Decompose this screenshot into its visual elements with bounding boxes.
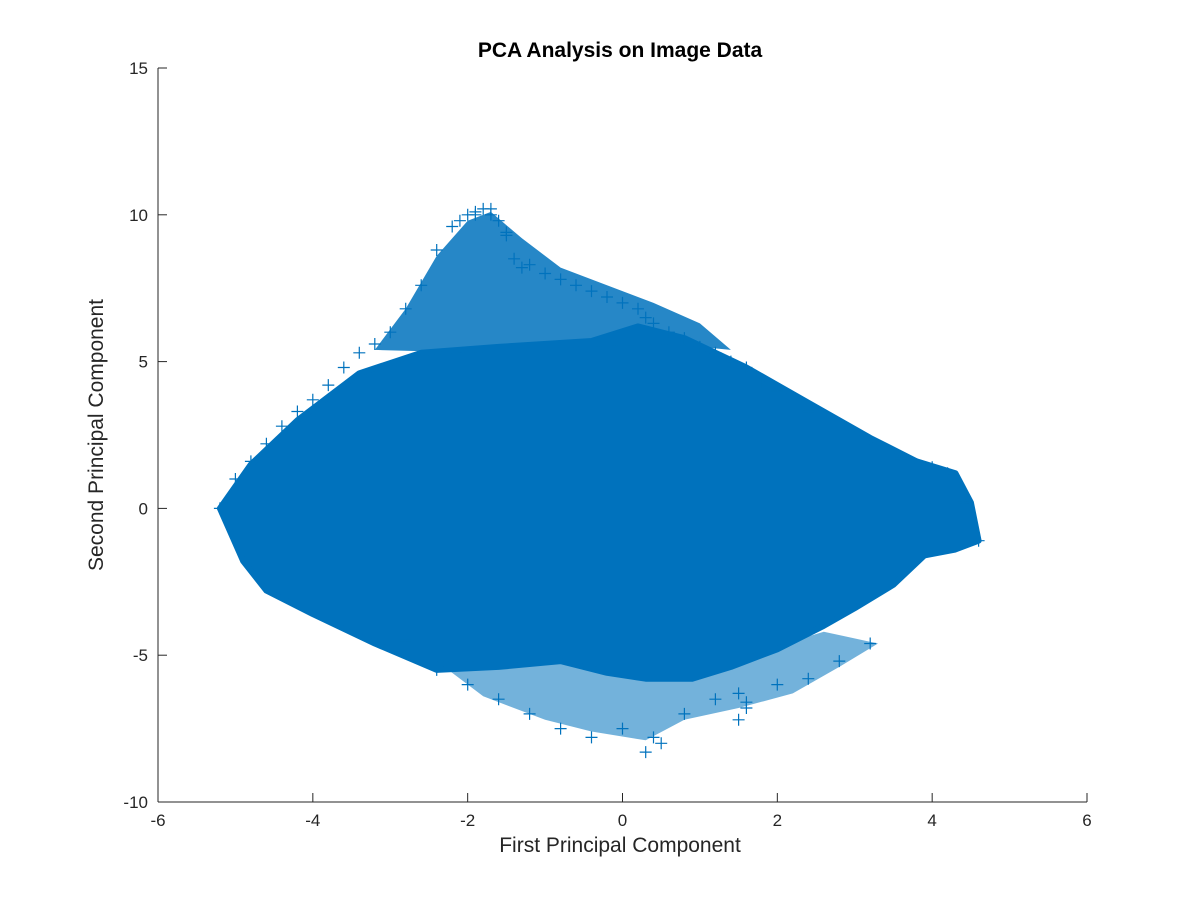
y-tick-label: 15 <box>129 59 148 78</box>
data-point <box>601 291 613 303</box>
data-point <box>732 687 745 700</box>
data-point <box>632 302 644 315</box>
x-axis-label: First Principal Component <box>499 834 741 857</box>
data-point <box>678 707 691 720</box>
data-point <box>740 702 753 714</box>
data-point <box>353 346 366 359</box>
x-tick-label: -6 <box>150 811 165 830</box>
data-point <box>732 713 745 726</box>
data-point <box>446 220 459 233</box>
y-tick-label: -10 <box>123 793 148 812</box>
data-point <box>570 279 582 292</box>
point-cloud-upper-lobe <box>374 211 731 353</box>
data-point <box>786 396 799 409</box>
data-point <box>461 678 474 691</box>
data-point <box>492 214 505 227</box>
y-tick-label: 0 <box>139 499 148 518</box>
x-tick-label: -2 <box>460 811 475 830</box>
data-point <box>895 452 908 465</box>
data-point <box>864 437 877 450</box>
point-cloud <box>216 211 982 741</box>
y-tick-label: 10 <box>129 206 148 225</box>
data-point <box>500 226 513 239</box>
data-point <box>260 437 273 450</box>
data-point <box>817 414 830 427</box>
data-point <box>848 431 861 444</box>
data-point <box>244 455 257 468</box>
data-point <box>554 722 567 735</box>
data-point <box>647 317 660 330</box>
data-point <box>229 473 242 485</box>
data-point <box>755 376 768 389</box>
x-tick-label: 4 <box>927 811 936 830</box>
data-point <box>213 502 226 515</box>
data-point <box>469 208 482 221</box>
x-tick-label: 6 <box>1082 811 1091 830</box>
data-point <box>662 326 675 339</box>
data-point <box>740 361 753 374</box>
data-point <box>430 663 443 676</box>
data-point <box>709 346 722 359</box>
data-point <box>833 426 846 439</box>
data-point <box>771 385 784 397</box>
data-point <box>802 405 815 418</box>
data-points <box>213 202 985 759</box>
data-point <box>647 731 660 744</box>
data-point <box>724 355 737 368</box>
y-tick-label: 5 <box>139 353 148 372</box>
data-point <box>554 273 567 286</box>
data-point <box>508 252 521 265</box>
data-point <box>833 655 846 668</box>
data-point <box>306 393 319 406</box>
data-point <box>430 244 443 256</box>
data-point <box>802 672 815 685</box>
data-point <box>639 311 652 324</box>
data-point <box>337 361 350 374</box>
data-point <box>926 461 939 474</box>
data-point <box>910 458 923 471</box>
data-point <box>275 420 288 433</box>
data-point <box>523 258 536 271</box>
data-point <box>539 267 552 280</box>
data-point <box>322 379 335 392</box>
data-point <box>523 707 536 720</box>
data-point <box>399 302 412 315</box>
data-point <box>957 496 970 509</box>
axes: -6 -4 -2 0 2 4 6 -10 -5 0 5 10 15 <box>123 59 1091 830</box>
data-point <box>678 332 691 345</box>
x-tick-label: 2 <box>773 811 782 830</box>
data-point <box>709 693 722 706</box>
data-point <box>585 731 598 744</box>
x-tick-label: 0 <box>618 811 627 830</box>
data-point <box>484 202 497 215</box>
chart-title: PCA Analysis on Image Data <box>478 39 763 62</box>
data-point <box>616 722 629 735</box>
point-cloud-core <box>216 323 982 682</box>
point-cloud-lower-fringe <box>436 631 878 741</box>
data-point <box>453 214 466 227</box>
data-point <box>291 405 304 418</box>
data-point <box>415 279 428 292</box>
data-point <box>399 634 412 647</box>
data-point <box>639 746 652 759</box>
y-tick-label: -5 <box>133 646 148 665</box>
y-axis-label: Second Principal Component <box>85 299 108 571</box>
data-point <box>384 326 397 339</box>
data-point <box>368 338 381 350</box>
data-point <box>655 737 668 750</box>
x-tick-label: -4 <box>305 811 320 830</box>
data-point <box>492 693 505 706</box>
data-point <box>864 637 877 650</box>
data-point <box>771 678 784 691</box>
data-point <box>693 340 706 353</box>
data-point <box>585 285 598 298</box>
data-point <box>515 261 528 274</box>
data-point <box>972 534 985 547</box>
data-point <box>616 296 629 309</box>
data-point <box>941 467 954 480</box>
data-point <box>879 443 892 456</box>
